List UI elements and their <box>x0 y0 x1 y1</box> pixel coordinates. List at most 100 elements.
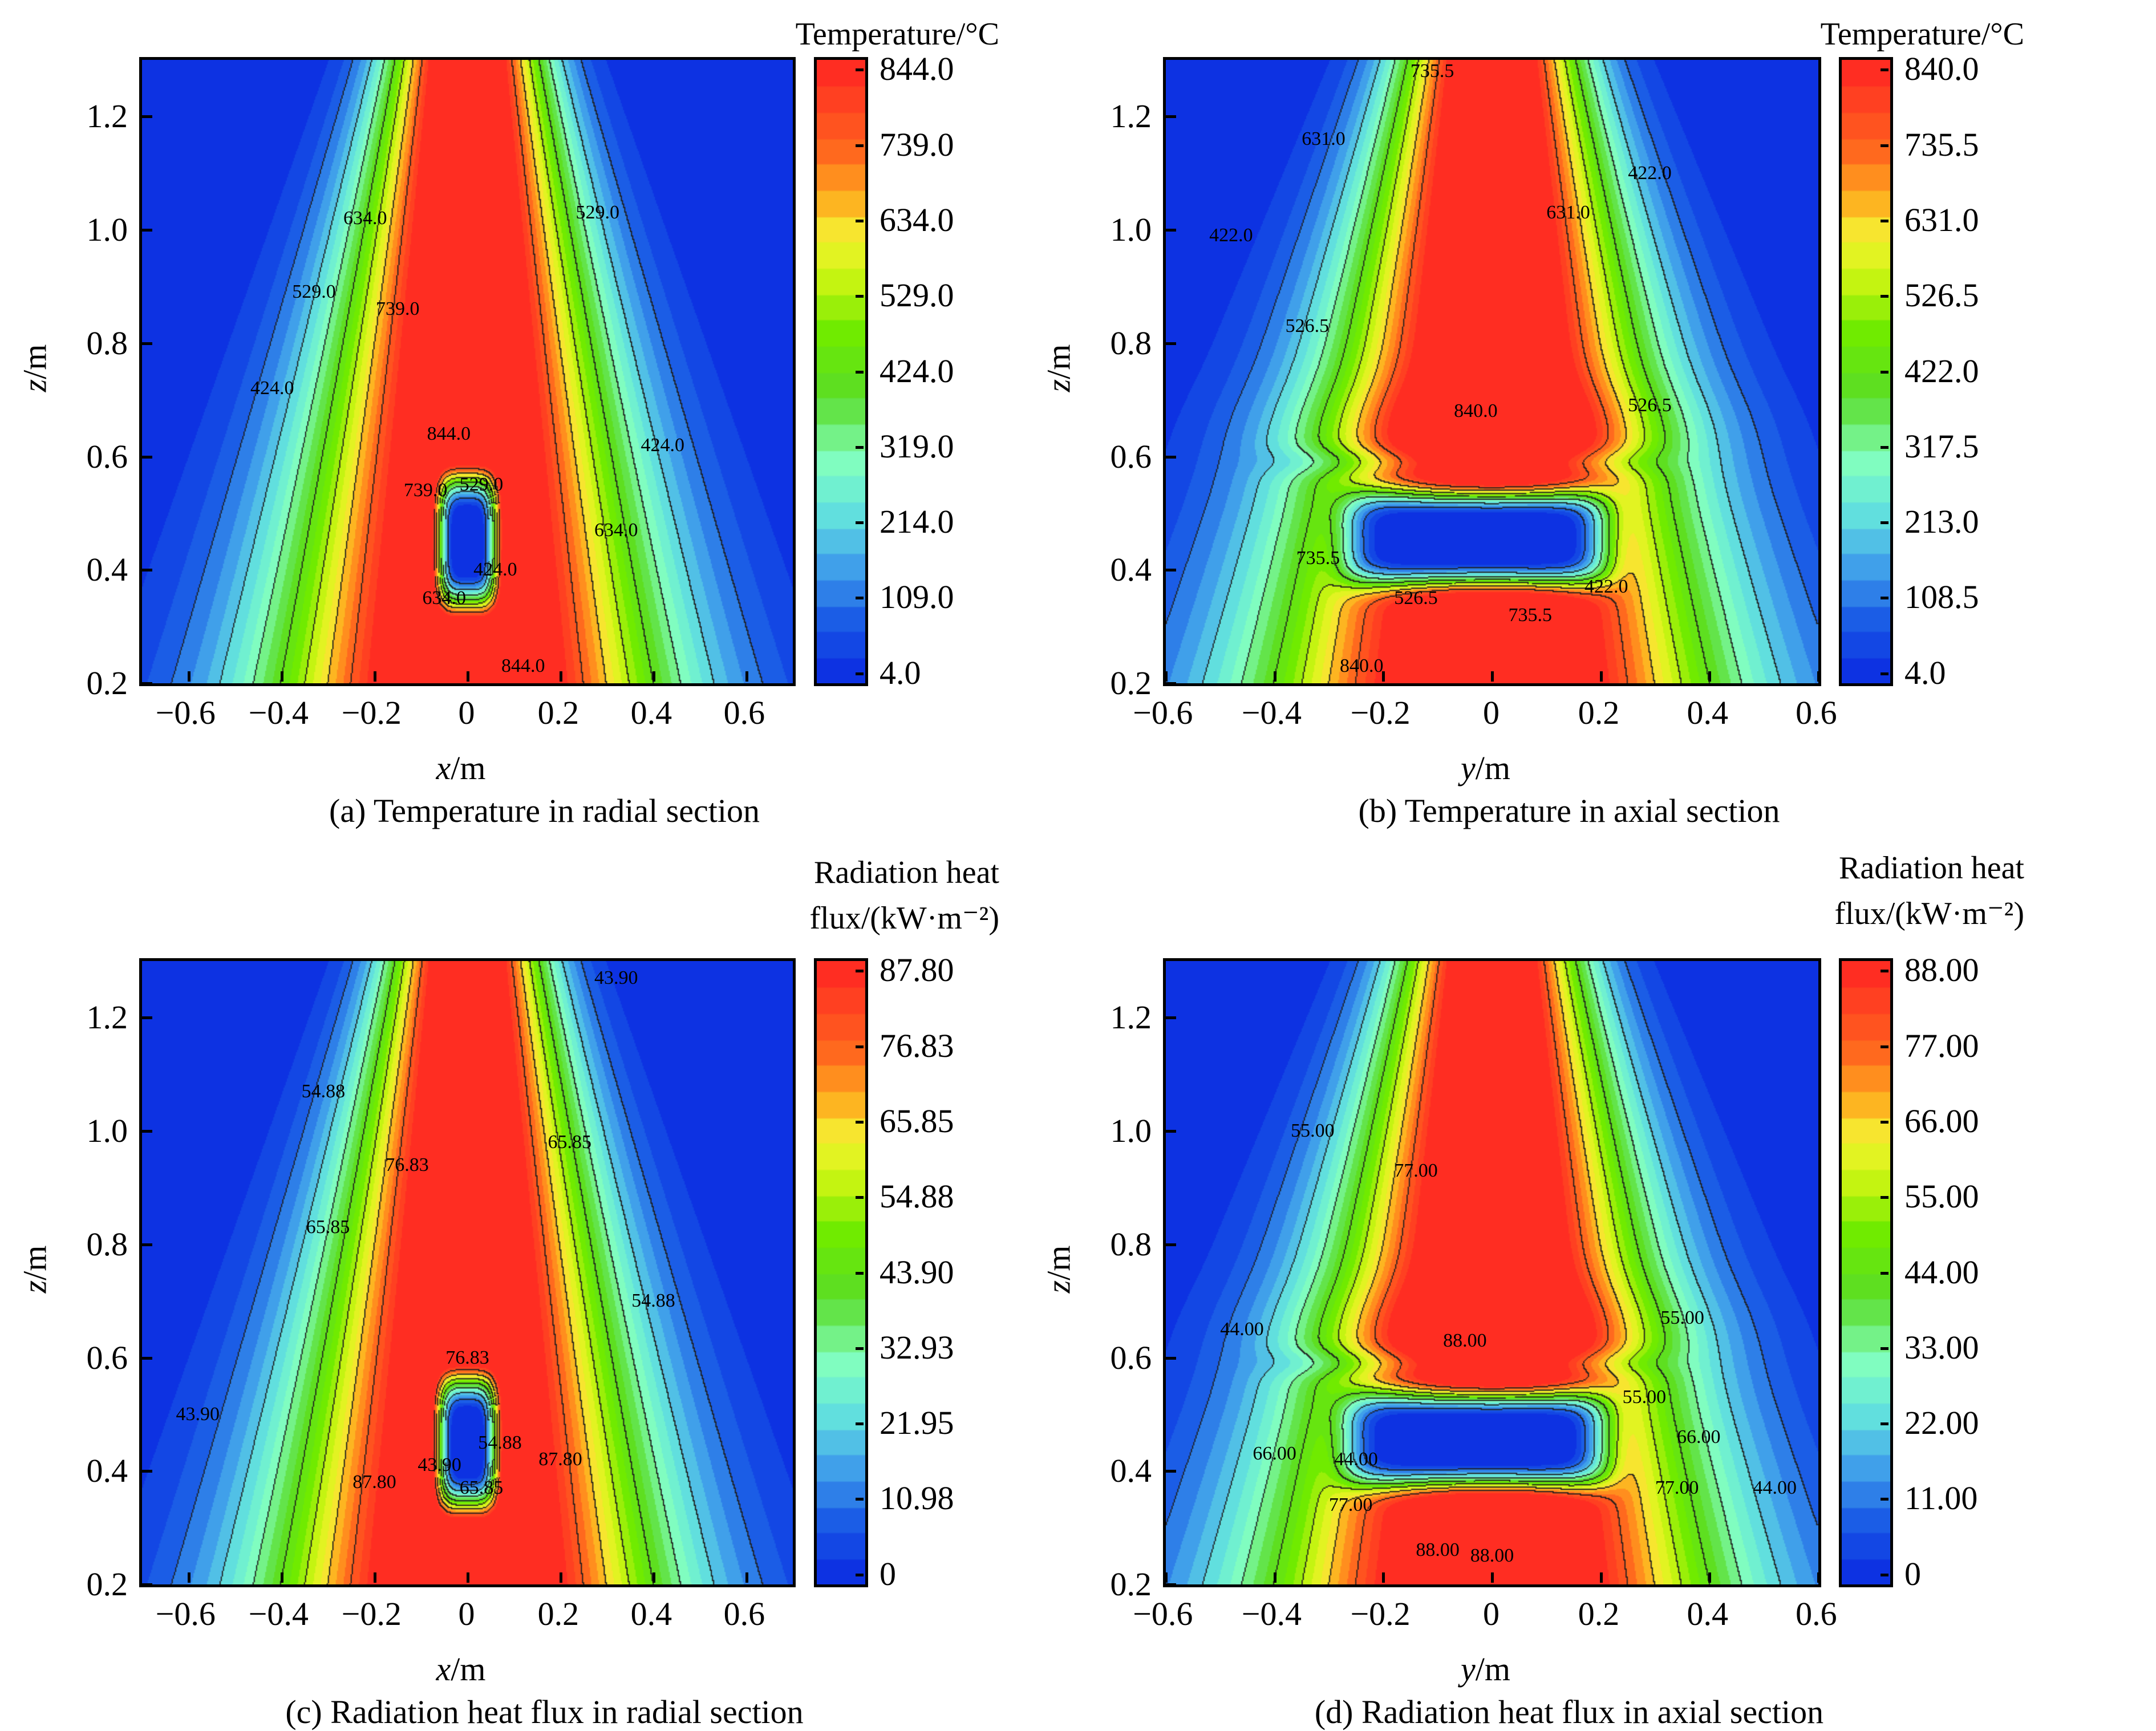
colorbar-tick-label: 11.00 <box>1904 1479 1978 1517</box>
colorbar-tick-mark <box>1881 521 1888 524</box>
colorbar-tick-label: 108.5 <box>1904 578 1979 616</box>
figure-caption: (b) Temperature in axial section <box>1358 792 1780 829</box>
colorbar-tick-label: 844.0 <box>880 50 954 88</box>
contour-label: 526.5 <box>1628 395 1672 416</box>
y-tick-mark <box>142 1583 152 1586</box>
figure-caption: (d) Radiation heat flux in axial section <box>1314 1693 1824 1730</box>
colorbar-tick-label: 739.0 <box>880 125 954 163</box>
colorbar-tick-mark <box>856 295 864 298</box>
colorbar-tick-mark <box>856 970 864 973</box>
colorbar-tick-mark <box>1881 1271 1888 1275</box>
y-tick-mark <box>142 115 152 119</box>
x-tick-mark <box>1491 1572 1494 1583</box>
colorbar-title-line: Radiation heat <box>1838 850 2024 886</box>
y-tick-mark <box>142 229 152 232</box>
y-tick-label: 1.0 <box>1110 1112 1152 1150</box>
y-tick-label: 0.6 <box>86 1339 128 1376</box>
contour-label: 735.5 <box>1508 604 1552 626</box>
contour-field <box>1166 961 1818 1584</box>
x-tick-label: 0.4 <box>1687 694 1728 731</box>
contour-plot-area <box>139 958 796 1587</box>
x-tick-label: −0.6 <box>155 1595 216 1632</box>
x-tick-label: 0.2 <box>1578 1595 1620 1632</box>
contour-label: 54.88 <box>301 1080 346 1102</box>
colorbar-tick-label: 526.5 <box>1904 277 1979 314</box>
colorbar-title: Radiation heat flux/(kW·m⁻²) <box>810 850 999 941</box>
x-tick-mark <box>187 1572 191 1583</box>
x-tick-mark <box>280 1572 283 1583</box>
x-tick-mark <box>559 1572 562 1583</box>
x-tick-label: −0.6 <box>1133 1595 1193 1632</box>
contour-label: 526.5 <box>1394 587 1438 609</box>
x-tick-mark <box>652 1572 655 1583</box>
contour-label: 88.00 <box>1443 1329 1487 1351</box>
colorbar-tick-label: 55.00 <box>1904 1178 1979 1215</box>
y-axis-variable: z <box>16 379 54 392</box>
x-tick-label: 0.6 <box>1796 1595 1837 1632</box>
y-tick-label: 0.4 <box>1110 551 1152 589</box>
x-axis-unit: /m <box>1475 1651 1510 1688</box>
y-tick-mark <box>1166 455 1176 459</box>
contour-label: 66.00 <box>1253 1443 1296 1465</box>
x-tick-mark <box>1273 1572 1276 1583</box>
contour-label: 844.0 <box>427 423 471 444</box>
colorbar-tick-mark <box>1881 1120 1888 1124</box>
x-tick-label: 0.6 <box>1796 694 1837 731</box>
contour-label: 422.0 <box>1584 576 1628 598</box>
colorbar-tick-label: 422.0 <box>1904 352 1979 390</box>
y-axis-label: z/m <box>1039 344 1077 392</box>
contour-label: 735.5 <box>1296 548 1340 569</box>
y-tick-mark <box>1166 682 1176 685</box>
colorbar-gradient <box>1842 60 1890 683</box>
y-tick-label: 0.4 <box>86 551 128 589</box>
y-tick-label: 1.2 <box>86 999 128 1036</box>
contour-label: 66.00 <box>1677 1426 1721 1448</box>
contour-label: 631.0 <box>1546 202 1590 224</box>
colorbar-tick-label: 4.0 <box>880 654 921 691</box>
x-tick-label: 0 <box>458 1595 475 1632</box>
colorbar-gradient <box>817 60 865 683</box>
colorbar-tick-label: 87.80 <box>880 951 954 989</box>
contour-field <box>142 961 793 1584</box>
contour-label: 65.85 <box>306 1217 350 1238</box>
y-tick-mark <box>142 1243 152 1246</box>
x-tick-label: −0.4 <box>1241 694 1302 731</box>
colorbar-tick-label: 319.0 <box>880 427 954 465</box>
contour-label: 529.0 <box>459 474 504 496</box>
contour-label: 76.83 <box>445 1347 489 1368</box>
x-tick-label: −0.4 <box>248 1595 309 1632</box>
y-tick-label: 0.8 <box>1110 324 1152 362</box>
y-tick-mark <box>142 1470 152 1473</box>
colorbar-tick-mark <box>1881 370 1888 374</box>
x-tick-label: 0.2 <box>537 1595 579 1632</box>
y-axis-variable: z <box>16 1280 54 1293</box>
colorbar-tick-label: 32.93 <box>880 1328 954 1366</box>
contour-label: 88.00 <box>1470 1545 1514 1567</box>
contour-label: 44.00 <box>1220 1318 1264 1340</box>
colorbar-tick-mark <box>1881 219 1888 222</box>
x-tick-mark <box>1599 671 1603 682</box>
y-tick-label: 0.2 <box>86 1566 128 1603</box>
colorbar-tick-mark <box>1881 445 1888 449</box>
y-tick-mark <box>142 342 152 345</box>
x-tick-label: −0.2 <box>341 694 402 731</box>
colorbar-gradient <box>817 961 865 1584</box>
contour-label: 424.0 <box>473 559 517 581</box>
contour-label: 43.90 <box>418 1454 461 1476</box>
contour-label: 88.00 <box>1416 1539 1460 1561</box>
colorbar-tick-label: 43.90 <box>880 1253 954 1291</box>
contour-label: 55.00 <box>1622 1387 1667 1408</box>
contour-label: 55.00 <box>1291 1120 1335 1142</box>
x-tick-mark <box>745 671 748 682</box>
contour-label: 840.0 <box>1454 400 1498 422</box>
x-tick-mark <box>1382 671 1385 682</box>
y-tick-label: 0.4 <box>86 1452 128 1490</box>
y-axis-variable: z <box>1040 379 1077 392</box>
colorbar-tick-mark <box>856 1498 864 1501</box>
y-tick-label: 0.6 <box>86 437 128 475</box>
contour-field <box>142 60 793 683</box>
x-axis-label: y/m <box>1461 749 1510 787</box>
contour-label: 43.90 <box>594 967 638 988</box>
